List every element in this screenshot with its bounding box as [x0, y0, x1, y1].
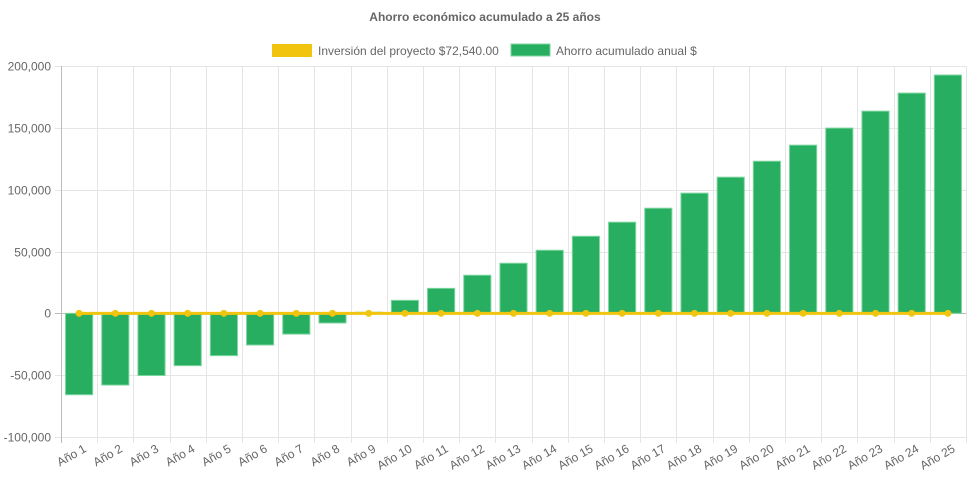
investment-point	[654, 309, 662, 317]
y-tick-label: -100,000	[4, 431, 52, 445]
bar-año-2	[101, 312, 130, 386]
bar-año-16	[608, 221, 637, 314]
bar-año-12	[463, 274, 492, 314]
investment-point	[329, 309, 336, 317]
x-tick-label: Año 4	[163, 441, 197, 469]
bar-año-6	[246, 312, 275, 346]
bar-año-11	[427, 287, 456, 314]
bars	[65, 74, 962, 396]
grid	[55, 66, 967, 443]
x-tick-label: Año 20	[736, 441, 776, 472]
bar-año-4	[173, 312, 202, 367]
x-tick-label: Año 23	[845, 441, 885, 472]
x-tick-label: Año 5	[199, 441, 233, 469]
legend-label-savings[interactable]: Ahorro acumulado anual $	[556, 44, 697, 58]
investment-point	[220, 309, 228, 317]
x-axis: Año 1 Año 2 Año 3 Año 4 Año 5 Año 6 Año 7 Año 8…	[54, 441, 957, 472]
investment-point	[835, 309, 843, 317]
x-tick-label: Año 8	[308, 441, 342, 469]
x-tick-label: Año 13	[483, 441, 523, 472]
investment-point	[908, 309, 916, 317]
investment-point	[184, 309, 192, 317]
x-tick-label: Año 16	[592, 441, 632, 472]
bar-año-1	[65, 312, 94, 396]
x-tick-label: Año 22	[809, 441, 849, 472]
bar-año-22	[825, 127, 854, 314]
y-tick-label: 0	[44, 307, 51, 321]
chart-title: Ahorro económico acumulado a 25 años	[369, 10, 601, 24]
bar-año-15	[571, 235, 600, 314]
x-tick-label: Año 21	[773, 441, 813, 472]
y-tick-label: -50,000	[10, 369, 51, 383]
investment-point	[691, 309, 698, 317]
investment-point	[473, 309, 481, 317]
y-tick-label: 50,000	[14, 246, 51, 260]
x-tick-label: Año 19	[700, 441, 740, 472]
investment-point	[256, 309, 264, 317]
y-tick-label: 100,000	[8, 184, 52, 198]
legend[interactable]: Inversión del proyecto $72,540.00 Ahorro…	[272, 43, 697, 58]
x-tick-label: Año 7	[272, 441, 306, 469]
investment-point	[437, 309, 445, 317]
bar-año-3	[137, 312, 166, 377]
bar-año-20	[752, 160, 781, 314]
x-tick-label: Año 24	[881, 441, 921, 472]
investment-point	[763, 309, 771, 317]
investment-point	[727, 309, 735, 317]
x-tick-label: Año 12	[447, 441, 487, 472]
x-tick-label: Año 18	[664, 441, 704, 472]
bar-año-25	[933, 74, 962, 314]
y-tick-label: 200,000	[8, 60, 52, 74]
investment-point	[944, 309, 952, 317]
x-tick-label: Año 9	[344, 441, 378, 469]
investment-line	[75, 309, 952, 317]
investment-point	[111, 309, 119, 317]
x-tick-label: Año 11	[411, 441, 450, 472]
bar-año-23	[861, 110, 890, 314]
x-tick-label: Año 3	[127, 441, 161, 469]
x-tick-label: Año 10	[374, 441, 414, 472]
bar-año-21	[789, 144, 818, 314]
investment-point	[401, 309, 409, 317]
investment-point	[75, 309, 83, 317]
bar-año-14	[535, 249, 564, 314]
investment-point	[799, 309, 807, 317]
investment-point	[872, 309, 879, 317]
x-tick-label: Año 1	[54, 441, 88, 469]
legend-label-investment[interactable]: Inversión del proyecto $72,540.00	[318, 44, 499, 58]
x-tick-label: Año 14	[519, 441, 559, 472]
x-tick-label: Año 2	[91, 441, 125, 469]
bar-año-13	[499, 262, 528, 314]
bar-año-17	[644, 207, 673, 314]
y-tick-label: 150,000	[8, 122, 52, 136]
investment-point	[510, 309, 517, 317]
legend-swatch-savings[interactable]	[510, 43, 551, 57]
investment-point	[582, 309, 590, 317]
legend-swatch-investment[interactable]	[272, 44, 312, 57]
bar-año-24	[897, 92, 926, 314]
bar-año-19	[716, 176, 745, 314]
y-axis: -100,000 -50,000 0 50,000 100,000 150,000 200,…	[4, 60, 52, 445]
bar-año-5	[209, 312, 238, 357]
investment-point	[292, 309, 300, 317]
investment-point	[148, 309, 155, 317]
bar-año-18	[680, 192, 709, 314]
x-tick-label: Año 25	[917, 441, 957, 472]
x-tick-label: Año 17	[628, 441, 668, 472]
x-tick-label: Año 6	[235, 441, 269, 469]
investment-point	[546, 309, 554, 317]
x-tick-label: Año 15	[555, 441, 595, 472]
investment-point	[365, 309, 373, 317]
investment-point	[618, 309, 626, 317]
